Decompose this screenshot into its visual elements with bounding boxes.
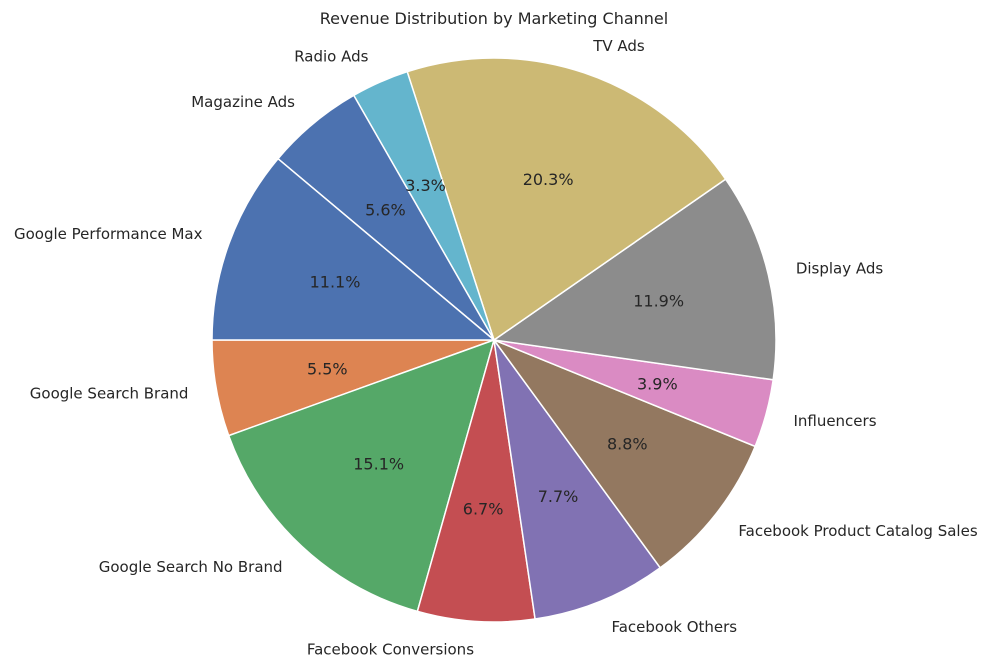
- slice-label-google-search-no-brand: Google Search No Brand: [99, 558, 283, 576]
- slice-label-radio-ads: Radio Ads: [294, 47, 368, 65]
- pie-slice-facebook-conversions: [416, 339, 536, 623]
- percent-label-google-search-no-brand: 15.1%: [353, 454, 404, 473]
- slices-layer: [211, 57, 777, 623]
- slice-label-display-ads: Display Ads: [796, 259, 884, 277]
- percent-label-facebook-conversions: 6.7%: [463, 499, 504, 518]
- percent-label-google-search-brand: 5.5%: [307, 360, 348, 379]
- slice-label-facebook-others: Facebook Others: [611, 618, 737, 636]
- percent-label-facebook-product-catalog-sales: 8.8%: [607, 435, 648, 454]
- pie-slice-display-ads: [492, 178, 777, 381]
- percent-label-google-performance-max: 11.1%: [310, 273, 361, 292]
- slice-label-google-search-brand: Google Search Brand: [30, 384, 189, 402]
- chart-title: Revenue Distribution by Marketing Channe…: [320, 9, 668, 28]
- percent-label-radio-ads: 3.3%: [405, 176, 446, 195]
- slice-label-magazine-ads: Magazine Ads: [191, 93, 295, 111]
- slice-labels-layer: Google Search Brand Google Search No Bran…: [14, 37, 978, 658]
- percent-label-magazine-ads: 5.6%: [365, 201, 406, 220]
- pie-slice-facebook-others: [493, 339, 662, 620]
- pie-slice-google-search-no-brand: [227, 338, 496, 613]
- percent-label-tv-ads: 20.3%: [523, 170, 574, 189]
- pie-slice-facebook-product-catalog-sales: [491, 338, 757, 569]
- slice-label-facebook-product-catalog-sales: Facebook Product Catalog Sales: [738, 522, 977, 540]
- slice-label-facebook-conversions: Facebook Conversions: [307, 641, 474, 659]
- percent-label-facebook-others: 7.7%: [538, 487, 579, 506]
- percent-labels-layer: 5.5% 15.1% 6.7% 7.7% 8.8% 3.9% 11.9% 20.3% 3.3% 5…: [307, 170, 684, 518]
- slice-label-tv-ads: TV Ads: [592, 37, 645, 55]
- percent-label-influencers: 3.9%: [637, 375, 678, 394]
- slice-label-google-performance-max: Google Performance Max: [14, 225, 203, 243]
- slice-label-influencers: Influencers: [793, 412, 876, 430]
- pie-slice-google-performance-max: [211, 157, 497, 341]
- percent-label-display-ads: 11.9%: [633, 291, 684, 310]
- pie-slice-tv-ads: [406, 57, 727, 342]
